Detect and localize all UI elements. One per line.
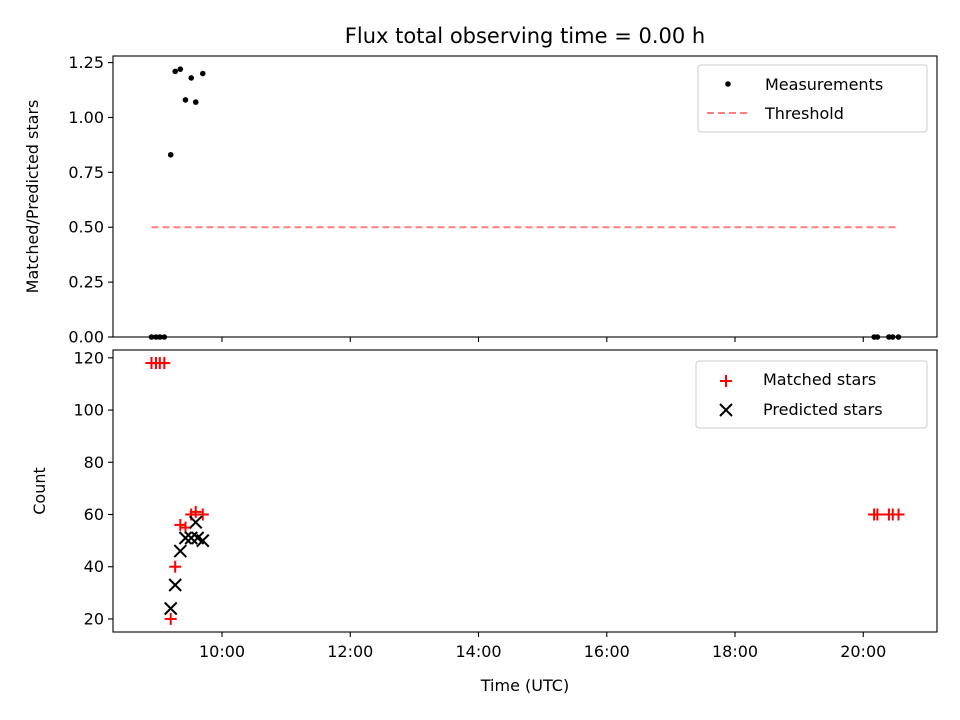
predicted-marker-b xyxy=(190,531,205,545)
bottom-x-tick-label: 14:00 xyxy=(455,642,501,661)
matched-star-point xyxy=(196,508,209,521)
bottom-panel: 20 40 60 80 100 120 10:00 12:00 14:00 16:00 18:00… xyxy=(30,348,938,695)
bottom-plot-frame xyxy=(112,349,938,633)
predicted-marker-b xyxy=(184,531,198,545)
chart-title: Flux total observing time = 0.00 h xyxy=(345,24,705,48)
top-y-tick-label: 1.25 xyxy=(68,53,104,72)
measurement-point xyxy=(199,70,206,77)
bottom-y-tick-label: 100 xyxy=(73,401,104,420)
matched-star-point xyxy=(169,560,182,573)
top-y-tick-label: 0.75 xyxy=(68,163,104,182)
bottom-legend-box xyxy=(695,360,928,429)
predicted-star-point xyxy=(164,601,178,616)
bottom-legend: Matched stars Predicted stars xyxy=(695,360,928,429)
top-y-tick-label: 1.00 xyxy=(68,108,104,127)
legend-measurements-marker xyxy=(725,81,731,87)
top-y-tick-label: 0.25 xyxy=(68,273,104,292)
bottom-series xyxy=(145,357,905,625)
legend-threshold-label: Threshold xyxy=(764,104,844,123)
legend-matched-label: Matched stars xyxy=(763,370,876,389)
bottom-x-tick-label: 18:00 xyxy=(712,642,758,661)
matched-star-point xyxy=(871,508,884,521)
top-legend: Measurements Threshold xyxy=(697,64,928,133)
bottom-x-tick-label: 16:00 xyxy=(584,642,630,661)
predicted-star-point xyxy=(196,533,210,548)
bottom-x-tick-label: 10:00 xyxy=(199,642,245,661)
predicted-marker-b xyxy=(173,544,188,558)
measurement-point xyxy=(172,68,179,75)
measurement-point xyxy=(192,99,199,105)
top-x-ticks xyxy=(221,337,864,342)
predicted-star-point xyxy=(189,515,203,530)
predicted-star-point xyxy=(178,531,193,545)
predicted-star-point xyxy=(173,544,188,558)
measurement-point xyxy=(188,75,195,81)
legend-predicted-label: Predicted stars xyxy=(763,400,883,419)
bottom-x-ticks: 10:00 12:00 14:00 16:00 18:00 20:00 xyxy=(199,632,886,661)
predicted-star-point xyxy=(168,578,182,592)
top-y-tick-label: 0.00 xyxy=(68,328,104,347)
top-y-tick-label: 0.50 xyxy=(68,218,104,237)
predicted-marker-b xyxy=(196,533,210,548)
top-plot-frame xyxy=(112,55,938,338)
top-legend-box xyxy=(697,64,928,133)
bottom-y-tick-label: 20 xyxy=(84,609,104,628)
measurement-point xyxy=(167,151,174,158)
bottom-y-axis-label: Count xyxy=(30,467,49,515)
legend-measurements-label: Measurements xyxy=(765,75,883,94)
matched-star-point xyxy=(189,505,202,518)
matched-star-point xyxy=(892,508,905,521)
top-y-axis-label: Matched/Predicted stars xyxy=(23,100,42,294)
predicted-marker-b xyxy=(168,578,182,592)
bottom-y-tick-label: 120 xyxy=(73,348,104,367)
matched-star-point xyxy=(158,357,171,370)
top-panel: 0.00 0.25 0.50 0.75 1.00 1.25 Matched/Predict… xyxy=(23,53,938,347)
matched-star-point xyxy=(164,612,177,625)
predicted-marker-b xyxy=(164,601,178,616)
matched-star-point xyxy=(174,518,187,531)
predicted-star-point xyxy=(184,531,198,545)
predicted-marker-b xyxy=(189,515,203,530)
legend-matched-marker xyxy=(720,375,732,387)
bottom-y-tick-label: 40 xyxy=(84,557,104,576)
bottom-x-tick-label: 20:00 xyxy=(840,642,886,661)
measurement-point xyxy=(177,66,184,72)
bottom-y-tick-label: 80 xyxy=(84,453,104,472)
bottom-x-tick-label: 12:00 xyxy=(327,642,373,661)
predicted-marker-b xyxy=(178,531,193,545)
bottom-y-ticks: 20 40 60 80 100 120 xyxy=(73,348,113,628)
measurement-point xyxy=(182,97,189,103)
top-y-ticks: 0.00 0.25 0.50 0.75 1.00 1.25 xyxy=(68,53,113,347)
legend-predicted-marker xyxy=(719,403,733,417)
bottom-y-tick-label: 60 xyxy=(84,505,104,524)
x-axis-label: Time (UTC) xyxy=(480,676,569,695)
